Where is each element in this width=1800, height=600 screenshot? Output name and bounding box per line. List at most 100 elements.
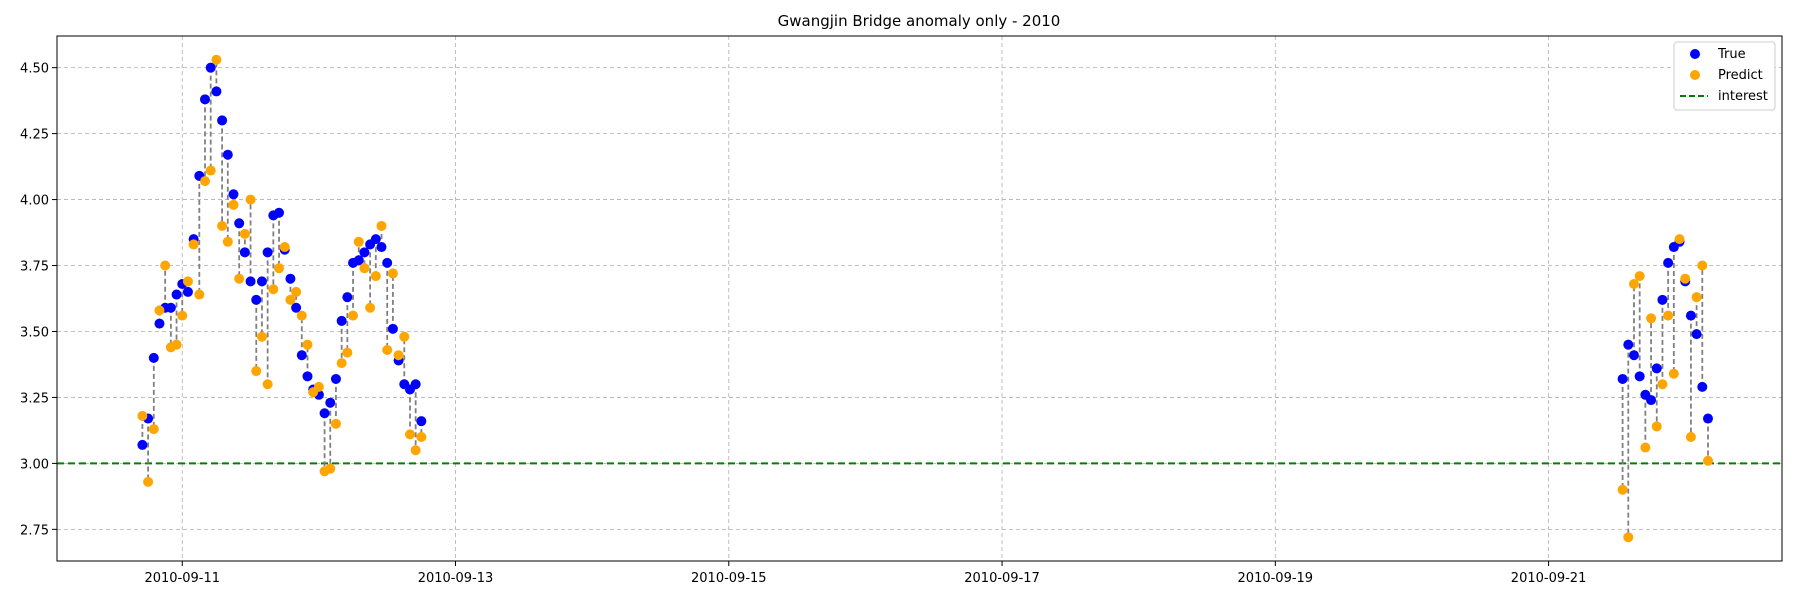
legend-marker-predict bbox=[1690, 70, 1700, 80]
true-point bbox=[251, 294, 262, 305]
predict-point bbox=[205, 165, 216, 176]
predict-point bbox=[137, 410, 148, 421]
predict-point bbox=[382, 344, 393, 355]
x-axis-ticks: 2010-09-11 2010-09-13 2010-09-15 2010-09-17… bbox=[144, 561, 1586, 586]
true-point bbox=[274, 207, 285, 218]
true-point bbox=[1651, 363, 1662, 374]
y-tick-label: 4.50 bbox=[20, 62, 49, 77]
predict-point bbox=[348, 310, 359, 321]
true-point bbox=[217, 115, 228, 126]
predict-point bbox=[359, 263, 370, 274]
true-point bbox=[325, 397, 336, 408]
true-point bbox=[376, 242, 387, 253]
true-point bbox=[285, 273, 296, 284]
legend-marker-true bbox=[1690, 49, 1700, 59]
y-tick-label: 2.75 bbox=[20, 523, 49, 538]
predict-point bbox=[325, 463, 336, 474]
predict-point bbox=[370, 271, 381, 282]
true-point bbox=[1634, 371, 1645, 382]
true-point bbox=[1685, 310, 1696, 321]
predict-point bbox=[160, 260, 171, 271]
predict-point bbox=[154, 305, 165, 316]
predict-point bbox=[330, 418, 341, 429]
predict-point bbox=[182, 276, 193, 287]
true-point bbox=[262, 247, 273, 258]
true-point bbox=[291, 302, 302, 313]
true-point bbox=[171, 289, 182, 300]
true-point bbox=[387, 323, 398, 334]
true-point bbox=[234, 218, 245, 229]
predict-point bbox=[268, 284, 279, 295]
y-tick-label: 3.00 bbox=[20, 457, 49, 472]
true-point bbox=[296, 350, 307, 361]
predict-point bbox=[313, 381, 324, 392]
predict-point bbox=[342, 347, 353, 358]
true-point bbox=[1628, 350, 1639, 361]
true-point bbox=[353, 255, 364, 266]
x-tick-label: 2010-09-21 bbox=[1511, 571, 1587, 586]
predict-point bbox=[245, 194, 256, 205]
predict-point bbox=[1697, 260, 1708, 271]
predict-point bbox=[177, 310, 188, 321]
predict-point bbox=[148, 424, 159, 435]
predict-point bbox=[1646, 313, 1657, 324]
predict-point bbox=[404, 429, 415, 440]
true-point bbox=[211, 86, 222, 97]
predict-point bbox=[365, 302, 376, 313]
y-tick-label: 4.00 bbox=[20, 194, 49, 209]
predict-point bbox=[217, 220, 228, 231]
true-point bbox=[200, 94, 211, 105]
true-point bbox=[319, 408, 330, 419]
predict-point bbox=[291, 286, 302, 297]
predict-point bbox=[410, 445, 421, 456]
predict-point bbox=[1628, 278, 1639, 289]
predict-point bbox=[336, 358, 347, 369]
true-point bbox=[245, 276, 256, 287]
x-tick-label: 2010-09-11 bbox=[144, 571, 220, 586]
connector-lines bbox=[141, 59, 1709, 538]
true-point bbox=[410, 379, 421, 390]
true-point bbox=[256, 276, 267, 287]
legend: True Predict interest bbox=[1673, 41, 1776, 111]
true-point bbox=[239, 247, 250, 258]
predict-point bbox=[353, 236, 364, 247]
true-point bbox=[1657, 294, 1668, 305]
predict-point bbox=[279, 242, 290, 253]
predict-point bbox=[1663, 310, 1674, 321]
predict-point bbox=[393, 350, 404, 361]
legend-label-interest: interest bbox=[1718, 89, 1768, 104]
x-tick-label: 2010-09-15 bbox=[691, 571, 767, 586]
predict-point bbox=[222, 236, 233, 247]
x-tick-label: 2010-09-17 bbox=[964, 571, 1040, 586]
predict-point bbox=[228, 199, 239, 210]
predict-point bbox=[143, 476, 154, 487]
x-tick-label: 2010-09-13 bbox=[418, 571, 494, 586]
predict-point bbox=[234, 273, 245, 284]
true-point bbox=[416, 416, 427, 427]
true-point bbox=[342, 292, 353, 303]
y-tick-label: 4.25 bbox=[20, 128, 49, 143]
x-tick-label: 2010-09-19 bbox=[1238, 571, 1314, 586]
legend-box bbox=[1673, 41, 1776, 111]
chart-title: Gwangjin Bridge anomaly only - 2010 bbox=[778, 12, 1061, 30]
predict-point bbox=[200, 176, 211, 187]
predict-point bbox=[1623, 532, 1634, 543]
predict-point bbox=[1640, 442, 1651, 453]
y-axis-ticks: 2.75 3.00 3.25 3.50 3.75 4.00 4.25 4.50 bbox=[20, 62, 57, 538]
predict-point bbox=[285, 294, 296, 305]
predict-point bbox=[188, 239, 199, 250]
predict-point bbox=[416, 432, 427, 443]
predict-point bbox=[387, 268, 398, 279]
predict-point bbox=[296, 310, 307, 321]
predict-point bbox=[262, 379, 273, 390]
legend-label-predict: Predict bbox=[1718, 68, 1763, 83]
predict-point bbox=[251, 366, 262, 377]
predict-point bbox=[1651, 421, 1662, 432]
true-point bbox=[154, 318, 165, 329]
true-point bbox=[222, 149, 233, 160]
true-point bbox=[336, 315, 347, 326]
true-point bbox=[1691, 329, 1702, 340]
true-point bbox=[1646, 395, 1657, 406]
predict-point bbox=[1691, 292, 1702, 303]
true-point bbox=[137, 439, 148, 450]
